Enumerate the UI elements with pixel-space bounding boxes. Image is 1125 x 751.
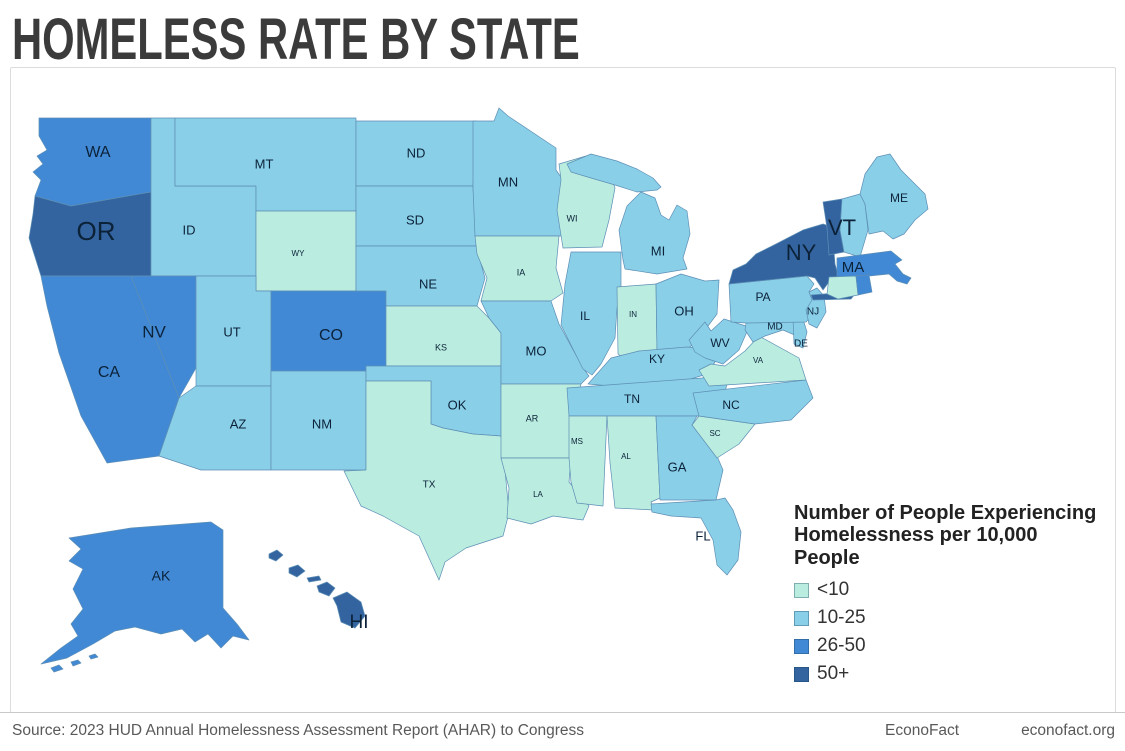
- state-IN: [616, 283, 658, 360]
- source-credit: Source: 2023 HUD Annual Homelessness Ass…: [12, 722, 585, 739]
- state-label-FL: FL: [695, 528, 710, 543]
- state-label-NV: NV: [142, 322, 166, 341]
- us-choropleth-map: WA OR CA NV ID MT WY UT CO AZ NM ND SD NE KS OK TX MN IA MO…: [28, 107, 929, 673]
- state-label-IA: IA: [517, 267, 526, 277]
- state-label-HI: HI: [350, 612, 369, 633]
- state-label-DE: DE: [794, 339, 808, 350]
- state-label-ND: ND: [407, 145, 426, 160]
- state-label-GA: GA: [668, 459, 687, 474]
- state-label-AK: AK: [152, 568, 171, 584]
- legend-row-50+: 50+: [794, 660, 1104, 688]
- state-label-MA: MA: [842, 259, 865, 276]
- state-AK: [40, 521, 250, 673]
- state-KS: [385, 305, 502, 367]
- state-label-AZ: AZ: [230, 416, 247, 431]
- state-label-LA: LA: [533, 490, 543, 499]
- legend-swatch-26-50: [794, 638, 809, 654]
- legend-swatch-<10: [794, 582, 809, 598]
- state-MI: [566, 153, 691, 275]
- state-label-NJ: NJ: [807, 307, 819, 318]
- state-label-PA: PA: [755, 290, 770, 304]
- state-label-MO: MO: [526, 343, 547, 358]
- state-label-OH: OH: [674, 303, 694, 318]
- footer: Source: 2023 HUD Annual Homelessness Ass…: [0, 712, 1125, 751]
- legend-label-10-25: 10-25: [817, 607, 866, 629]
- legend-label-50+: 50+: [817, 663, 850, 685]
- legend-title: Number of People Experiencing Homelessne…: [794, 502, 1104, 569]
- state-label-CO: CO: [319, 327, 343, 344]
- state-label-TX: TX: [423, 480, 436, 491]
- state-CA: [40, 275, 180, 464]
- state-WY: [255, 210, 357, 292]
- state-PA: [728, 275, 818, 324]
- state-MN: [472, 107, 564, 237]
- legend-row-26-50: 26-50: [794, 632, 1104, 660]
- state-label-WA: WA: [85, 144, 111, 161]
- state-label-MD: MD: [767, 322, 783, 333]
- legend-row-10-25: 10-25: [794, 604, 1104, 632]
- state-label-TN: TN: [624, 392, 640, 406]
- state-HI: [268, 549, 366, 629]
- legend-title-line1: Number of People Experiencing: [794, 502, 1097, 524]
- legend-swatch-10-25: [794, 610, 809, 626]
- map-panel: WA OR CA NV ID MT WY UT CO AZ NM ND SD NE KS OK TX MN IA MO…: [10, 67, 1116, 713]
- state-RI: [855, 274, 873, 296]
- state-label-SC: SC: [709, 429, 720, 438]
- state-label-WY: WY: [292, 249, 306, 258]
- state-ME: [859, 153, 929, 240]
- state-label-IN: IN: [629, 310, 637, 319]
- state-label-WI: WI: [567, 213, 578, 223]
- state-WV: [688, 318, 750, 365]
- state-TX: [343, 380, 510, 581]
- state-SC: [691, 415, 756, 459]
- legend-label-<10: <10: [817, 579, 850, 601]
- state-label-WV: WV: [710, 336, 729, 350]
- state-label-ID: ID: [183, 222, 196, 237]
- state-label-MN: MN: [498, 174, 518, 189]
- state-AL: [606, 415, 661, 511]
- legend-items: <10 10-25 26-50 50+: [794, 576, 1104, 688]
- state-label-NE: NE: [419, 276, 437, 291]
- state-label-MT: MT: [255, 156, 274, 171]
- state-label-NY: NY: [786, 240, 817, 265]
- state-IL: [560, 251, 622, 376]
- state-WA: [32, 117, 152, 207]
- state-label-VA: VA: [753, 356, 764, 365]
- map-legend: Number of People Experiencing Homelessne…: [794, 502, 1104, 688]
- legend-label-26-50: 26-50: [817, 635, 866, 657]
- state-GA: [655, 415, 724, 501]
- state-label-VT: VT: [828, 215, 856, 240]
- state-label-OR: OR: [77, 216, 116, 246]
- state-label-ME: ME: [890, 191, 908, 205]
- brand-name: EconoFact: [885, 722, 960, 739]
- state-VA: [698, 335, 807, 387]
- state-label-CA: CA: [98, 364, 121, 381]
- legend-row-<10: <10: [794, 576, 1104, 604]
- legend-swatch-50+: [794, 666, 809, 682]
- state-label-IL: IL: [580, 309, 590, 323]
- page-title: HOMELESS RATE BY STATE: [12, 7, 580, 72]
- legend-title-line2: Homelessness per 10,000 People: [794, 524, 1038, 569]
- state-label-UT: UT: [223, 324, 240, 339]
- state-CT: [826, 275, 859, 300]
- state-label-KS: KS: [435, 342, 447, 352]
- state-label-MI: MI: [651, 243, 665, 258]
- state-label-NC: NC: [722, 398, 740, 412]
- state-label-OK: OK: [448, 397, 467, 412]
- state-MS: [568, 415, 608, 507]
- state-label-AR: AR: [526, 413, 539, 423]
- state-label-SD: SD: [406, 212, 424, 227]
- state-MO: [480, 300, 590, 385]
- website-url: econofact.org: [1021, 722, 1115, 739]
- state-label-NM: NM: [312, 416, 332, 431]
- state-FL: [650, 497, 742, 576]
- state-label-MS: MS: [571, 437, 583, 446]
- state-label-AL: AL: [621, 452, 631, 461]
- state-label-KY: KY: [649, 352, 665, 366]
